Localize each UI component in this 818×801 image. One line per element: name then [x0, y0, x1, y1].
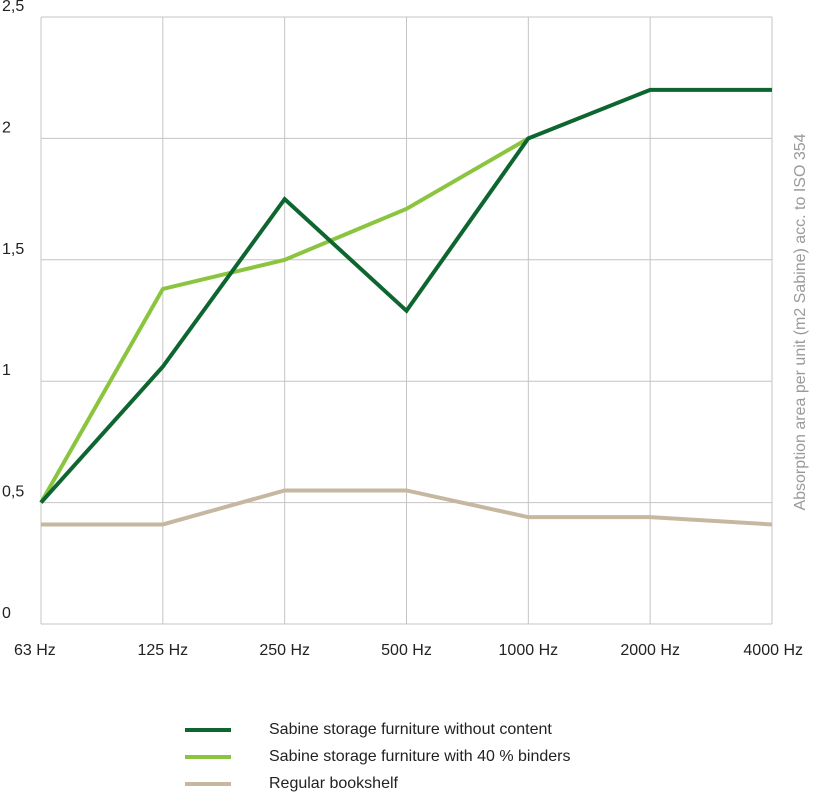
x-tick-label: 63 Hz — [14, 642, 56, 659]
x-tick-labels: 63 Hz 125 Hz 250 Hz 500 Hz 1000 Hz 2000 Hz 400… — [14, 642, 803, 659]
grid-lines — [40, 16, 773, 625]
legend-item: Sabine storage furniture with 40 % binde… — [185, 743, 571, 770]
legend-label: Sabine storage furniture with 40 % binde… — [269, 747, 571, 765]
series-line — [39, 87, 772, 504]
series-lines — [39, 87, 773, 527]
y-tick-label: 0,5 — [2, 484, 24, 501]
x-tick-label: 2000 Hz — [620, 642, 680, 659]
x-tick-label: 500 Hz — [381, 642, 432, 659]
legend: Sabine storage furniture without content… — [185, 716, 571, 797]
series-line — [39, 136, 530, 504]
x-tick-label: 4000 Hz — [743, 642, 803, 659]
legend-label: Regular bookshelf — [269, 774, 398, 792]
legend-label: Sabine storage furniture without content — [269, 720, 552, 738]
y-tick-labels: 0 0,5 1 1,5 2 2,5 — [2, 0, 24, 622]
y-tick-label: 1,5 — [2, 241, 24, 258]
legend-swatch — [185, 727, 231, 732]
legend-item: Regular bookshelf — [185, 770, 571, 797]
legend-swatch — [185, 781, 231, 786]
y-tick-label: 1 — [2, 362, 11, 379]
y-tick-label: 2,5 — [2, 0, 24, 15]
legend-swatch — [185, 754, 231, 759]
y-tick-label: 2 — [2, 119, 11, 136]
y-axis-label: Absorption area per unit (m2 Sabine) acc… — [792, 133, 809, 510]
line-chart: 0 0,5 1 1,5 2 2,5 63 Hz 125 Hz 250 Hz 500 Hz 1000… — [2, 0, 809, 659]
series-line — [41, 488, 773, 527]
y-tick-label: 0 — [2, 605, 11, 622]
legend-item: Sabine storage furniture without content — [185, 716, 571, 743]
x-tick-label: 250 Hz — [259, 642, 310, 659]
x-tick-label: 125 Hz — [137, 642, 188, 659]
x-tick-label: 1000 Hz — [499, 642, 559, 659]
